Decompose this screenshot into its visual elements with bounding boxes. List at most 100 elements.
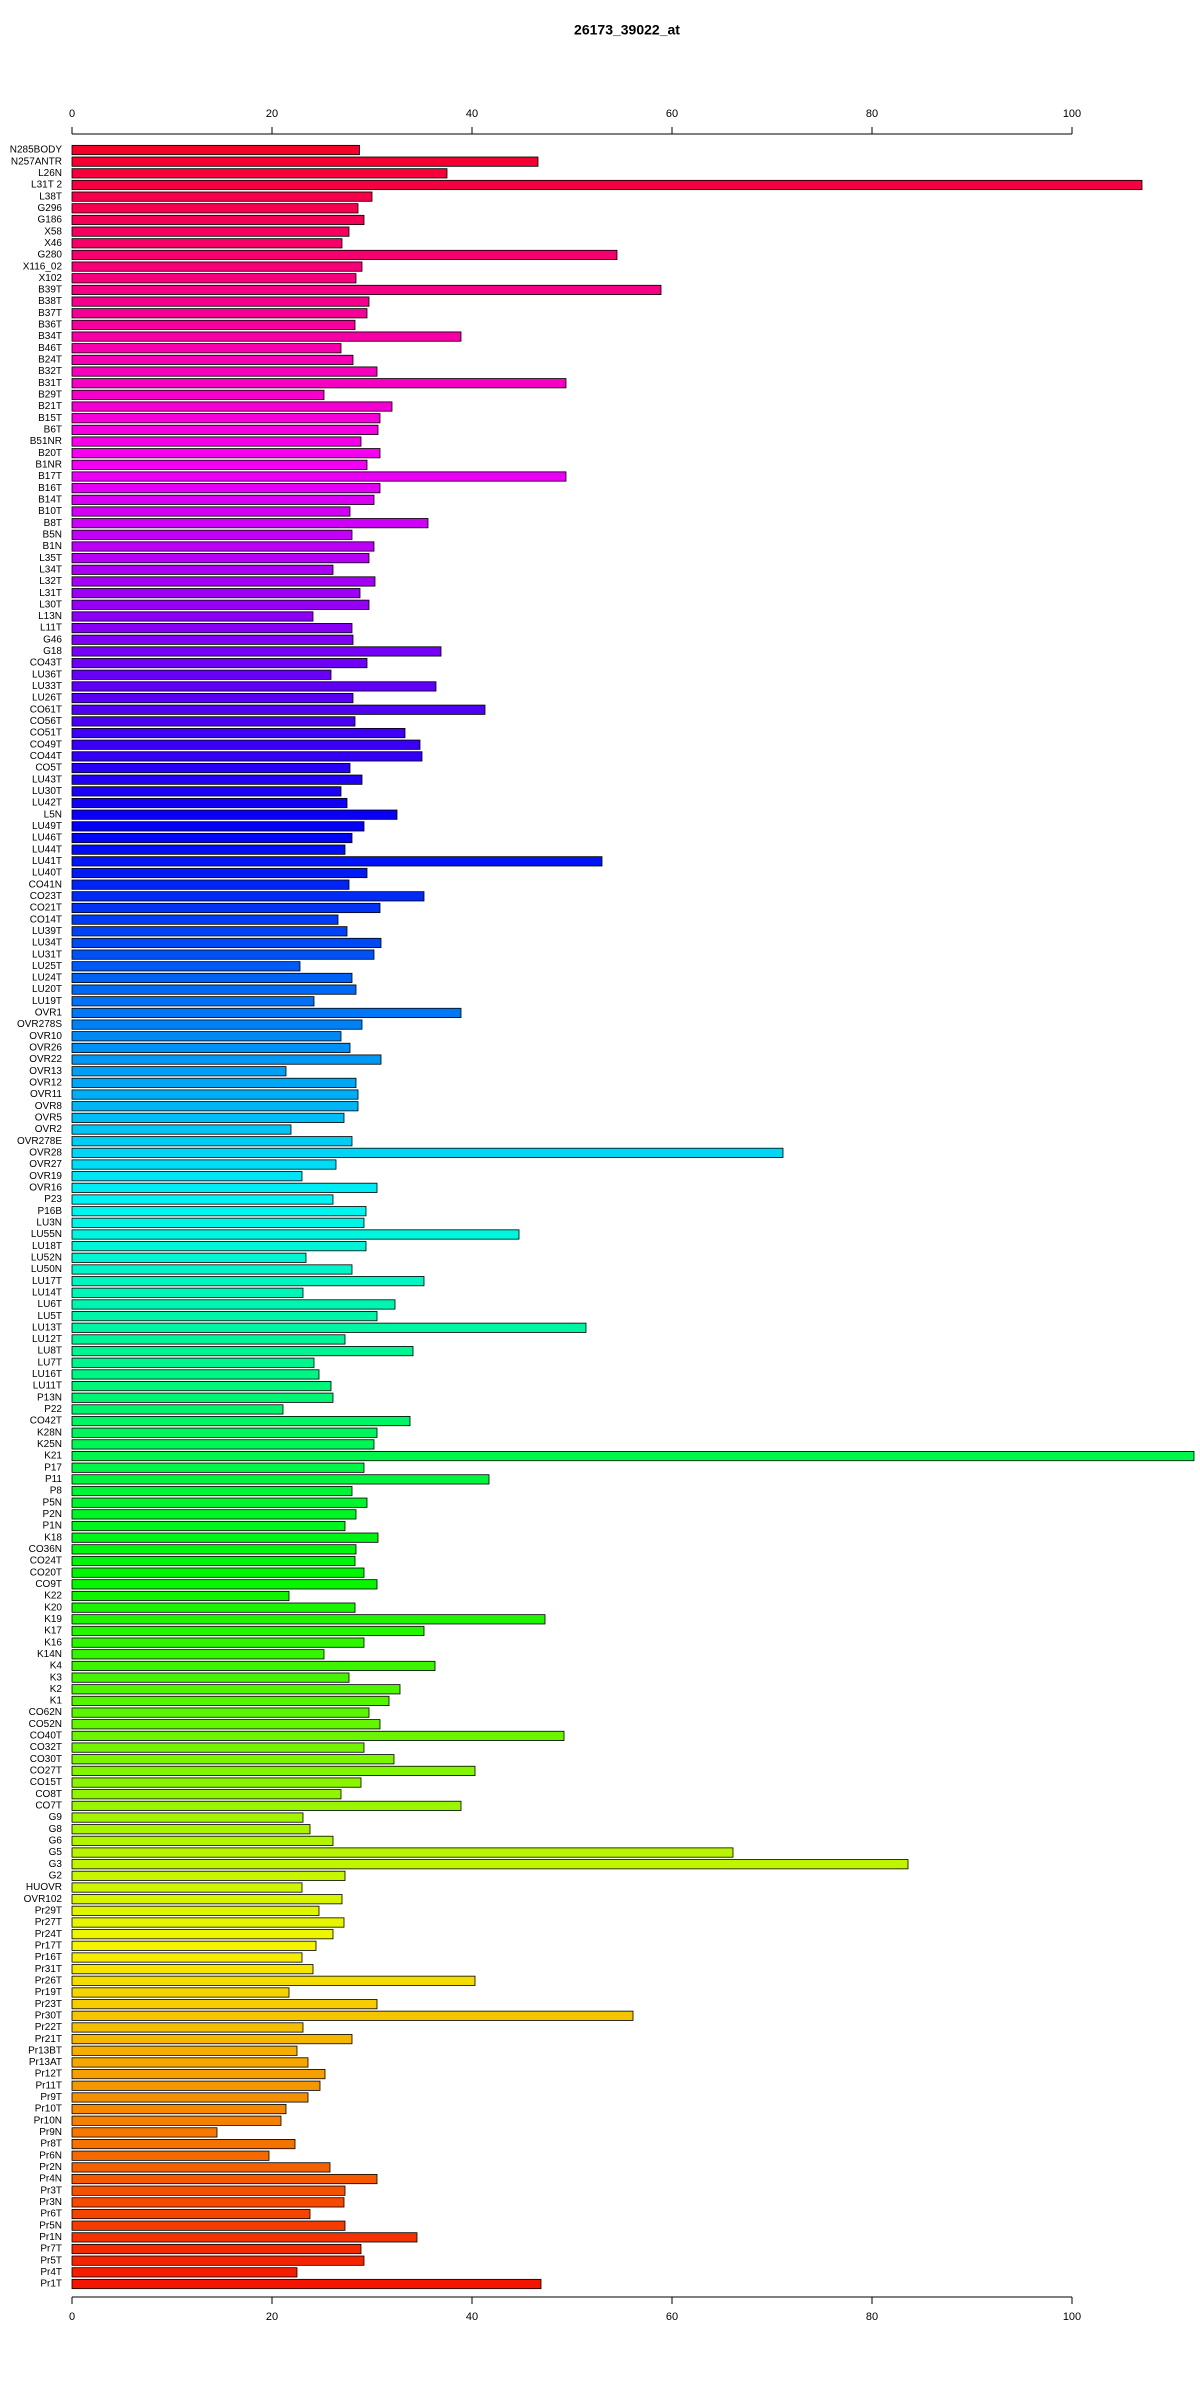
y-tick-label: OVR22 — [29, 1054, 62, 1065]
y-tick-label: OVR102 — [24, 1894, 63, 1905]
bar — [71, 553, 370, 564]
y-tick-label: LU41T — [32, 856, 62, 867]
y-tick-label: OVR19 — [29, 1171, 62, 1182]
y-tick-label: LU49T — [32, 821, 62, 832]
y-tick-label: L31T — [39, 588, 62, 599]
bar — [71, 693, 354, 704]
y-tick-label: LU46T — [32, 833, 62, 844]
y-tick-label: LU20T — [32, 984, 62, 995]
y-tick-label: Pr12T — [35, 2069, 62, 2080]
bar — [71, 1229, 520, 1240]
y-tick-label: K19 — [44, 1614, 62, 1625]
y-tick-label: G186 — [38, 215, 63, 226]
y-tick-label: B37T — [38, 308, 62, 319]
y-tick-label: K17 — [44, 1626, 62, 1637]
bar — [71, 1567, 365, 1578]
y-tick-label: G280 — [38, 250, 63, 261]
bar — [71, 1346, 414, 1357]
x-tick-label: 0 — [69, 2311, 75, 2323]
y-tick-label: LU55N — [31, 1229, 62, 1240]
bar — [71, 611, 314, 622]
y-tick-label: L26N — [38, 168, 62, 179]
bar — [71, 1602, 356, 1613]
bar — [71, 518, 429, 529]
y-tick-label: P23 — [44, 1194, 62, 1205]
bar — [71, 1042, 351, 1053]
bar — [71, 1987, 290, 1998]
y-tick-label: CO14T — [30, 914, 62, 925]
y-tick-label: L38T — [39, 191, 62, 202]
bar — [71, 1252, 307, 1263]
y-tick-label: Pr7T — [40, 2244, 62, 2255]
bar — [71, 1625, 425, 1637]
bar — [71, 1439, 375, 1450]
bar — [71, 1800, 462, 1811]
y-tick-label: LU50N — [31, 1264, 62, 1275]
bar — [71, 809, 398, 820]
bar — [71, 1847, 734, 1858]
bar — [71, 1952, 303, 1963]
bar — [71, 2104, 287, 2115]
y-tick-label: B24T — [38, 355, 62, 366]
bar — [71, 1066, 287, 1077]
bar — [71, 2069, 326, 2080]
y-tick-label: B1N — [43, 541, 62, 552]
y-tick-label: P16B — [38, 1206, 63, 1217]
bar — [71, 844, 346, 855]
y-tick-label: Pr19T — [35, 1987, 62, 1998]
y-tick-label: LU6T — [38, 1299, 62, 1310]
bar — [71, 1777, 362, 1788]
y-tick-label: OVR28 — [29, 1148, 62, 1159]
bar — [71, 984, 357, 995]
bar — [71, 1054, 382, 1065]
bar — [71, 436, 362, 447]
x-tick-label: 80 — [866, 108, 878, 120]
bar — [71, 1684, 401, 1695]
y-tick-label: CO24T — [30, 1556, 62, 1567]
bar — [71, 1322, 587, 1333]
y-tick-label: L34T — [39, 564, 62, 575]
y-tick-label: LU5T — [38, 1311, 62, 1322]
bar — [71, 1474, 490, 1485]
y-tick-label: OVR12 — [29, 1078, 62, 1089]
y-tick-label: LU39T — [32, 926, 62, 937]
bar — [71, 179, 1143, 191]
y-tick-label: LU40T — [32, 868, 62, 879]
y-tick-label: Pr10T — [35, 2104, 62, 2115]
y-tick-label: CO41N — [29, 879, 62, 890]
bar — [71, 2255, 365, 2266]
bar — [71, 1509, 357, 1520]
bar — [71, 751, 423, 762]
y-tick-label: Pr17T — [35, 1940, 62, 1951]
bar — [71, 739, 421, 750]
y-tick-label: LU18T — [32, 1241, 62, 1252]
y-tick-label: OVR27 — [29, 1159, 62, 1170]
bar — [71, 1381, 332, 1392]
bar — [71, 588, 361, 599]
bar — [71, 1264, 353, 1275]
bar — [71, 1824, 311, 1835]
y-tick-label: CO56T — [30, 716, 62, 727]
y-tick-label: LU25T — [32, 961, 62, 972]
y-tick-label: LU14T — [32, 1287, 62, 1298]
bar — [71, 1450, 1195, 1462]
bar — [71, 226, 350, 237]
bar — [71, 879, 350, 890]
y-tick-label: OVR8 — [35, 1101, 63, 1112]
bar — [71, 448, 381, 459]
y-tick-label: B14T — [38, 494, 62, 505]
bar — [71, 1241, 367, 1252]
y-tick-label: LU24T — [32, 973, 62, 984]
bar — [71, 1171, 303, 1182]
bar — [71, 681, 437, 692]
y-tick-label: LU42T — [32, 798, 62, 809]
y-tick-label: Pr16T — [35, 1952, 62, 1963]
y-tick-label: G8 — [49, 1824, 63, 1835]
y-tick-label: B31T — [38, 378, 62, 389]
y-tick-label: Pr30T — [35, 2010, 62, 2021]
bar — [71, 926, 348, 937]
x-tick-label: 0 — [69, 108, 75, 120]
bar — [71, 1859, 909, 1870]
y-tick-label: Pr21T — [35, 2034, 62, 2045]
bar — [71, 867, 368, 879]
